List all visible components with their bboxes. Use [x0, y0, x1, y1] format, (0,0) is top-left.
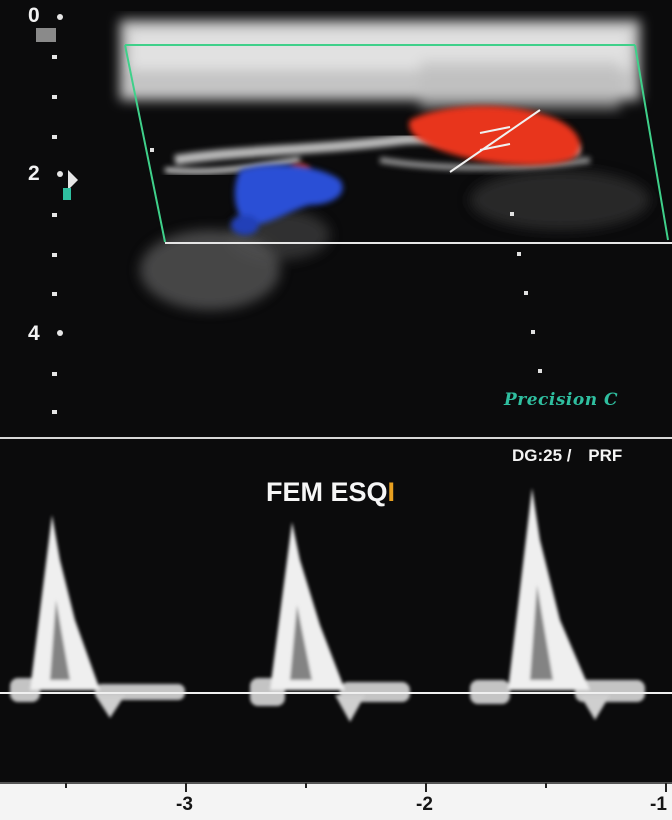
- angle-cursor: [449, 109, 541, 173]
- time-label-1: -1: [650, 794, 667, 815]
- tissue-near-field: [120, 20, 640, 110]
- time-label-2: -2: [416, 794, 433, 815]
- blue-flow-signal: [231, 164, 343, 235]
- gain-setting: DG:25 /: [512, 446, 572, 465]
- spectral-waveform: [10, 488, 645, 722]
- time-axis-strip: [0, 782, 672, 820]
- depth-label-2: 2: [28, 162, 40, 185]
- brand-logo-text: Precision C: [504, 390, 619, 410]
- depth-dotted-line: [150, 148, 542, 373]
- depth-label-0: 0: [28, 4, 40, 27]
- prf-setting: PRF: [588, 446, 623, 465]
- tissue-mid-field: [140, 170, 650, 310]
- depth-scale-dots: [52, 14, 63, 414]
- time-axis-ticks: [65, 783, 667, 792]
- focus-marker-top: [36, 28, 56, 42]
- study-title-text: FEM ESQ: [266, 477, 388, 507]
- color-box: [124, 44, 669, 243]
- focus-zone-marker: [63, 188, 71, 200]
- doppler-settings: DG:25 / PRF: [512, 446, 622, 466]
- study-title-suffix: I: [387, 477, 396, 507]
- depth-label-4: 4: [28, 322, 40, 345]
- study-title: FEM ESQI: [266, 477, 395, 508]
- time-label-3: -3: [176, 794, 193, 815]
- focus-marker: [68, 170, 78, 190]
